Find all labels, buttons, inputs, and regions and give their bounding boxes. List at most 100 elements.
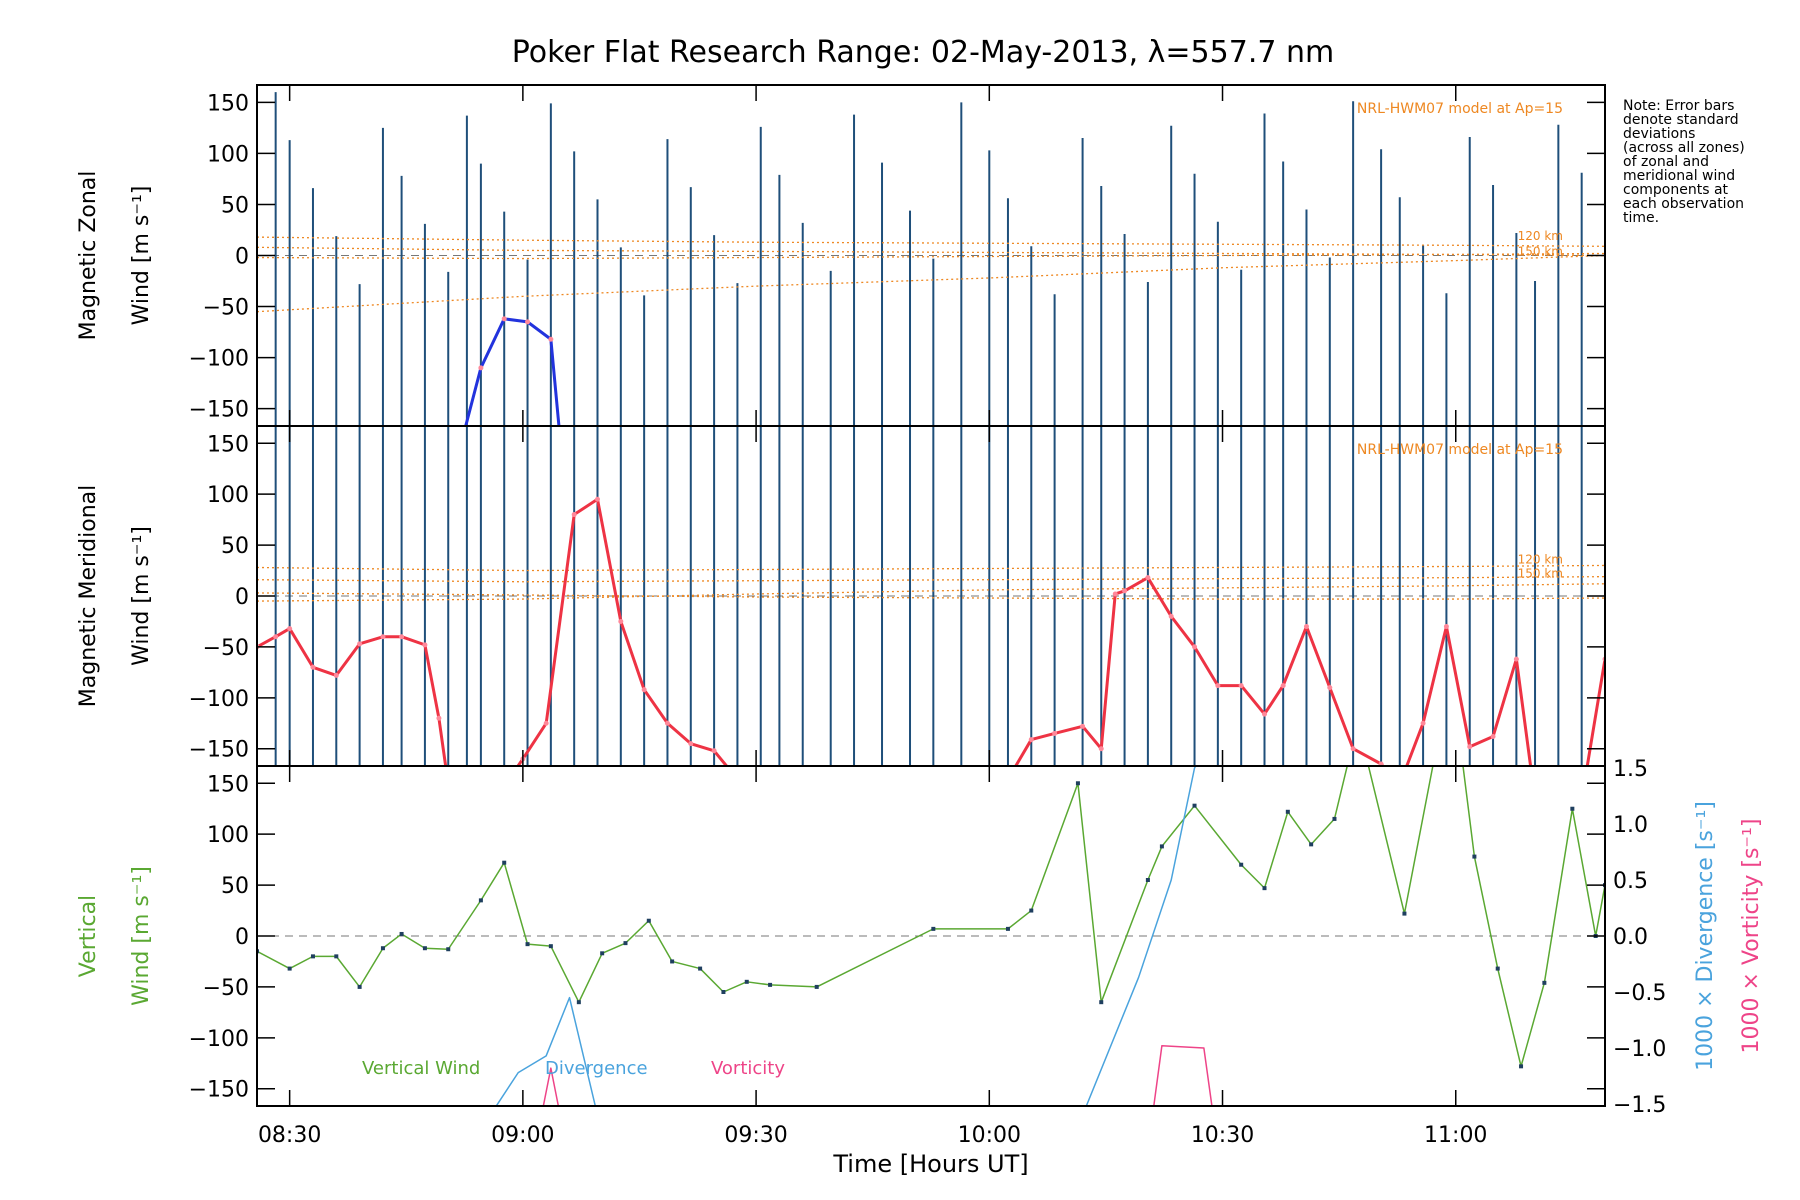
data-point <box>548 944 553 949</box>
model-curve <box>257 252 1605 260</box>
data-point <box>1303 624 1309 630</box>
y-tick-label: 50 <box>221 874 249 899</box>
data-point <box>618 618 624 624</box>
y-tick-label: 50 <box>221 534 249 559</box>
data-point <box>1145 878 1150 882</box>
data-point <box>1420 720 1426 726</box>
y2-tick-label: 1.0 <box>1613 813 1648 838</box>
note-line: (across all zones) <box>1623 140 1745 156</box>
note-line: meridional wind <box>1623 168 1735 184</box>
model-curve <box>257 246 1605 257</box>
data-point <box>502 860 507 865</box>
data-point <box>422 946 427 951</box>
y-tick-label: 100 <box>207 823 249 848</box>
data-point <box>478 898 483 903</box>
legend-entry: Vertical Wind <box>362 1058 480 1079</box>
model-curve-label: 150 km <box>1518 567 1563 581</box>
data-point <box>800 797 805 802</box>
data-point <box>478 365 484 371</box>
x-axis-label: Time [Hours UT] <box>832 1150 1028 1178</box>
data-point <box>670 959 675 964</box>
data-point <box>1402 911 1407 916</box>
model-curve <box>257 254 1605 313</box>
data-point <box>646 918 651 923</box>
x-tick-label: 09:00 <box>491 1123 554 1148</box>
model-curve <box>257 564 1605 572</box>
data-point <box>1098 746 1104 752</box>
data-point <box>721 990 726 994</box>
data-point <box>768 982 773 987</box>
note-line: Note: Error bars <box>1623 98 1734 114</box>
y-tick-label: −50 <box>203 976 249 1001</box>
data-point <box>1467 744 1473 750</box>
data-point <box>1579 797 1584 802</box>
data-point <box>1215 683 1221 689</box>
data-point <box>1350 746 1356 752</box>
y2-tick-label: −0.5 <box>1613 981 1666 1006</box>
note-line: components at <box>1623 182 1729 198</box>
data-point <box>698 966 703 971</box>
data-point <box>777 797 782 802</box>
note-line: deviations <box>1623 126 1695 142</box>
data-point <box>287 626 293 632</box>
series-line <box>464 317 561 426</box>
data-point <box>399 931 404 936</box>
data-point <box>1443 624 1449 630</box>
data-point <box>1005 926 1010 931</box>
series-line <box>257 766 1605 1068</box>
data-point <box>1075 781 1080 786</box>
data-point <box>525 942 530 947</box>
data-point <box>664 720 670 726</box>
series-line <box>542 1045 1213 1106</box>
data-point <box>446 782 451 787</box>
data-point <box>1099 1000 1104 1005</box>
x-tick-label: 09:30 <box>724 1123 787 1148</box>
data-point <box>287 966 292 971</box>
model-curve-label: 120 km <box>1518 229 1563 243</box>
data-point <box>1122 588 1128 594</box>
data-point <box>399 634 405 640</box>
y-tick-label: 150 <box>207 91 249 116</box>
data-point <box>1495 966 1500 971</box>
y-tick-label: −50 <box>203 636 249 661</box>
y-tick-label: 50 <box>221 193 249 218</box>
plot-area <box>257 92 1605 426</box>
data-point <box>357 641 363 647</box>
data-point <box>576 1000 581 1005</box>
note-line: of zonal and <box>1623 154 1709 170</box>
data-point <box>1490 734 1496 740</box>
y2-tick-label: −1.0 <box>1613 1037 1666 1062</box>
data-point <box>501 316 507 322</box>
y-axis-label: Magnetic Zonal <box>76 171 101 341</box>
y-tick-label: −150 <box>189 398 249 423</box>
legend-entry: Divergence <box>545 1058 648 1079</box>
data-point <box>543 720 549 726</box>
data-point <box>548 336 554 342</box>
y-tick-label: 100 <box>207 483 249 508</box>
data-point <box>959 797 964 802</box>
data-point <box>1192 803 1197 808</box>
model-curve <box>257 583 1605 602</box>
note-line: time. <box>1623 210 1659 226</box>
data-point <box>1327 685 1333 691</box>
model-label: NRL-HWM07 model at Ap=15 <box>1357 442 1563 458</box>
y-tick-label: 150 <box>207 772 249 797</box>
data-point <box>828 797 833 802</box>
data-point <box>1556 797 1561 802</box>
note-line: each observation <box>1623 196 1744 212</box>
data-point <box>1028 737 1034 743</box>
y-tick-label: 150 <box>207 432 249 457</box>
data-point <box>594 496 600 502</box>
y2-axis-label: 1000 × Vorticity [s⁻¹] <box>1739 819 1764 1054</box>
data-point <box>758 797 763 802</box>
data-point <box>1449 669 1453 673</box>
data-point <box>1238 683 1244 689</box>
x-tick-label: 11:00 <box>1424 1123 1487 1148</box>
data-point <box>814 984 819 989</box>
model-curve <box>257 592 1605 600</box>
y-tick-label: 100 <box>207 142 249 167</box>
y-axis-label: Vertical <box>76 895 101 977</box>
data-point <box>446 947 451 952</box>
